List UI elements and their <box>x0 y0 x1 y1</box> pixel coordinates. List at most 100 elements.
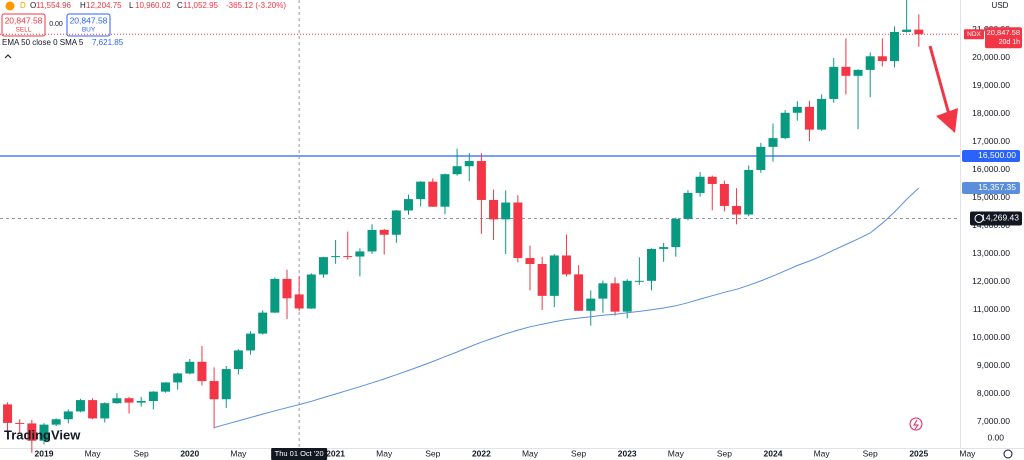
candle-body <box>294 294 304 309</box>
candle-body <box>39 424 49 441</box>
candle-body <box>792 106 802 113</box>
ohlc-letter: L <box>129 1 134 10</box>
x-tick-label: 2020 <box>180 448 199 458</box>
candle-body <box>525 258 535 264</box>
y-tick-label: 11,000.00 <box>973 304 1010 314</box>
candle-body <box>890 31 899 62</box>
candle-body <box>148 391 158 401</box>
candle-body <box>452 166 462 175</box>
currency: USD <box>992 1 1009 10</box>
crosshair-date-label: Thu 01 Oct '20 <box>275 449 324 458</box>
x-tick-label: 2023 <box>618 448 637 458</box>
sell-label: SELL <box>16 27 32 34</box>
candle-body <box>331 256 341 258</box>
x-tick-label: Sep <box>571 448 586 458</box>
logo: TradingView <box>4 427 81 442</box>
x-tick-label: Sep <box>134 448 149 458</box>
candle-body <box>768 138 778 147</box>
candle-body <box>51 419 61 425</box>
candle-body <box>476 161 486 200</box>
indicator-name: EMA 50 close 0 SMA 5 <box>2 38 84 47</box>
candle-body <box>804 106 814 130</box>
collapse-toggle[interactable] <box>4 54 12 59</box>
y-tick-label: 12,000.00 <box>972 276 1010 286</box>
indicator-value: 7,621.85 <box>92 38 124 47</box>
candle-body <box>428 181 438 207</box>
ema-price-tag <box>962 181 1020 194</box>
candle-body <box>574 274 584 311</box>
x-tick-label: 2025 <box>909 448 928 458</box>
candle-body <box>440 174 450 207</box>
crosshair-date-tag <box>271 448 328 460</box>
candle-body <box>853 69 863 76</box>
candle-body <box>367 229 377 252</box>
candle-body <box>865 56 875 70</box>
candle-body <box>416 181 426 200</box>
drawn-arrow-head[interactable] <box>936 108 958 133</box>
candle-body <box>756 146 766 170</box>
interval: D <box>20 1 26 10</box>
candle-body <box>100 403 110 419</box>
candle-body <box>343 256 353 258</box>
candle-body <box>683 192 693 219</box>
sell-price: 20,847.58 <box>5 15 43 25</box>
y-tick-label: 10,000.00 <box>972 332 1010 342</box>
sell-button[interactable] <box>1 13 46 37</box>
candle-body <box>246 333 256 351</box>
ohlc-letter: O <box>30 1 36 10</box>
crosshair-price-label: 14,269.43 <box>981 213 1019 223</box>
symbol-tag <box>964 29 984 40</box>
candle-body <box>780 112 790 139</box>
candle-body <box>671 218 681 248</box>
buy-price: 20,847.58 <box>70 15 108 25</box>
x-tick-label: May <box>376 448 393 458</box>
candle-body <box>75 400 85 412</box>
settings-icon[interactable] <box>1003 449 1013 459</box>
last-price-label: 20,847.58 <box>987 28 1020 37</box>
ohlc-value: 11,554.96 <box>36 1 72 10</box>
candle-body <box>561 255 571 275</box>
buy-button[interactable] <box>66 13 111 37</box>
crosshair-price-tag <box>970 211 1022 226</box>
candle-body <box>185 361 195 374</box>
candle-body <box>622 280 632 312</box>
candle-body <box>634 280 644 282</box>
candle-body <box>464 161 474 167</box>
candle-body <box>233 350 243 370</box>
hline-price-tag <box>962 149 1020 162</box>
candle-body <box>719 183 729 206</box>
y-tick-label: 8,000.00 <box>977 388 1010 398</box>
events-icon[interactable] <box>909 417 923 431</box>
y-tick-label: 20,000.00 <box>972 52 1010 62</box>
candle-body <box>501 202 511 220</box>
y-tick-label: 16,000.00 <box>972 164 1010 174</box>
x-tick-label: Sep <box>863 448 878 458</box>
candle-body <box>112 398 122 404</box>
candle-body <box>902 29 912 32</box>
candle-body <box>88 400 98 419</box>
last-price-tag <box>985 27 1022 49</box>
countdown-label: 20d 1h <box>999 39 1021 46</box>
candle-body <box>817 98 827 130</box>
x-tick-label: Sep <box>717 448 732 458</box>
y-tick-label: 9,000.00 <box>977 360 1010 370</box>
y-tick-label: 19,000.00 <box>972 80 1010 90</box>
candle-body <box>647 248 656 281</box>
candle-body <box>549 255 559 296</box>
ohlc-value: 10,960.02 <box>135 1 171 10</box>
candle-body <box>659 247 669 249</box>
y-tick-label: 17,000.00 <box>972 136 1010 146</box>
volume-axis-label: 0.00 <box>987 432 1004 442</box>
candle-body <box>197 361 207 382</box>
drawn-arrow[interactable] <box>928 45 952 119</box>
x-tick-label: May <box>522 448 539 458</box>
crosshair-add-icon <box>974 213 984 223</box>
candle-body <box>695 176 705 193</box>
candle-body <box>489 199 499 220</box>
x-tick-label: May <box>814 448 831 458</box>
candle-body <box>391 210 401 235</box>
candle-body <box>513 202 523 259</box>
ohlc-value: 11,052.95 <box>183 1 219 10</box>
ohlc-value: 12,204.75 <box>86 1 122 10</box>
